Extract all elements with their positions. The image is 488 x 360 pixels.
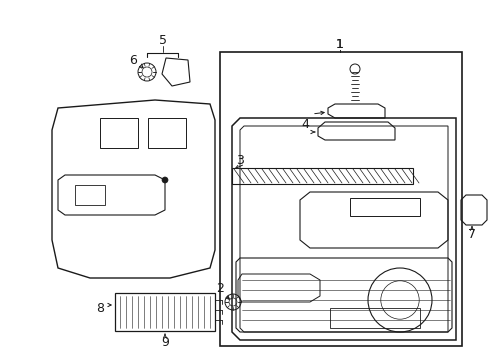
Text: 4: 4 xyxy=(301,118,308,131)
Bar xyxy=(148,118,185,148)
Text: 1: 1 xyxy=(335,37,343,50)
Bar xyxy=(349,198,419,216)
Bar xyxy=(329,308,419,328)
Text: 9: 9 xyxy=(161,336,168,348)
Bar xyxy=(75,185,105,205)
Text: 3: 3 xyxy=(236,153,244,166)
Text: 2: 2 xyxy=(216,282,224,294)
Text: 7: 7 xyxy=(467,228,475,240)
Text: 6: 6 xyxy=(129,54,137,67)
Text: 8: 8 xyxy=(96,302,104,315)
Text: 1: 1 xyxy=(335,37,343,50)
Bar xyxy=(220,52,461,346)
Bar xyxy=(231,168,412,184)
Circle shape xyxy=(162,177,168,183)
Bar xyxy=(115,293,215,331)
Text: 5: 5 xyxy=(159,33,167,46)
Bar xyxy=(100,118,138,148)
